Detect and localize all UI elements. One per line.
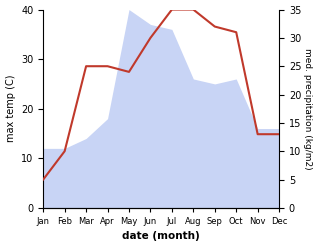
X-axis label: date (month): date (month): [122, 231, 200, 242]
Y-axis label: med. precipitation (kg/m2): med. precipitation (kg/m2): [303, 48, 313, 169]
Y-axis label: max temp (C): max temp (C): [5, 75, 16, 143]
